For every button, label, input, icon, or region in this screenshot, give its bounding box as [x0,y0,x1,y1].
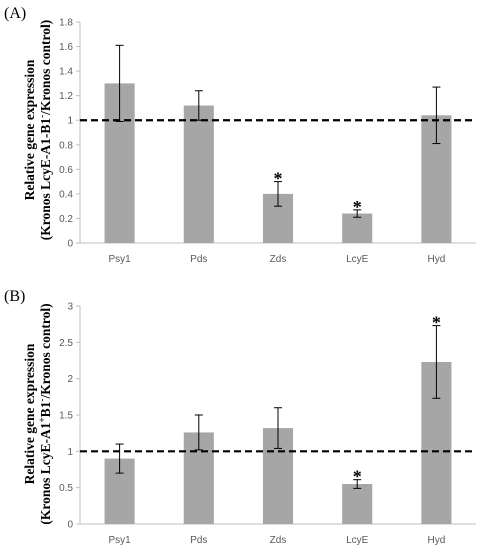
panel-a-ytick-label: 0.2 [59,214,73,225]
panel-a-ytick-label: 0.6 [59,165,73,176]
panel-a-category-label: LcyE [346,254,369,265]
panel-b-ylabel-line1: Relative gene expression [22,343,37,484]
panel-b-ytick-label: 2 [67,374,73,385]
panel-a-ytick-label: 0 [67,239,73,250]
panel-b-ytick-label: 3 [67,302,73,313]
panel-a-category-label: Psy1 [108,254,131,265]
panel-a-label: (A) [4,5,26,22]
panel-b: (B) Relative gene expression (Kronos Lcy… [4,288,476,546]
panel-b-ytick-label: 2.5 [59,338,73,349]
panel-a-ylabel-line2: (Kronos LcyE-A1-B1-/Kronos control) [37,20,53,241]
panel-b-significance-marker: * [432,313,441,333]
panel-a-plot: 0 0.2 0.4 0.6 0.8 1 1.2 1.4 1.6 1.8 Psy1 Pds Zds * Lcy… [59,18,476,265]
panel-b-category-label: Zds [270,535,287,546]
panel-a-ylabel: Relative gene expression (Kronos LcyE-A1… [22,20,53,241]
panel-a-category-label: Hyd [428,254,446,265]
panel-b-category-label: Pds [190,535,207,546]
panel-a-ytick-label: 0.4 [59,189,73,200]
panel-b-bar-lcye [342,484,373,524]
panel-a-ytick-label: 1.8 [59,18,73,29]
panel-a-bar-pds [183,105,214,243]
panel-b-ylabel: Relative gene expression (Kronos LcyE-A1… [22,303,53,524]
panel-b-ytick-label: 0 [67,520,73,531]
panel-a-ylabel-line1: Relative gene expression [22,59,37,200]
panel-a-bar-lcye [342,213,373,243]
panel-a-category-label: Zds [270,254,287,265]
panel-b-category-label: LcyE [346,535,369,546]
panel-a: (A) Relative gene expression (Kronos Lcy… [4,5,476,265]
panel-b-category-label: Hyd [428,535,446,546]
panel-a-ytick-label: 0.8 [59,140,73,151]
panel-a-ytick-label: 1.4 [59,67,73,78]
panel-a-significance-marker: * [274,169,283,189]
panel-b-plot: 0 0.5 1 1.5 2 2.5 3 Psy1 Pds Zds LcyE * Hyd * [59,302,476,546]
panel-b-ytick-label: 1 [67,447,73,458]
panel-a-significance-marker: * [353,197,362,217]
panel-a-ytick-label: 1 [67,116,73,127]
panel-b-significance-marker: * [353,467,362,487]
panel-b-category-label: Psy1 [108,535,131,546]
panel-b-ylabel-line2: (Kronos LcyE-A1+B1-/Kronos control) [37,303,53,524]
panel-a-ytick-label: 1.6 [59,42,73,53]
panel-a-ytick-label: 1.2 [59,91,73,102]
panel-b-label: (B) [4,288,25,305]
panel-b-ytick-label: 1.5 [59,411,73,422]
panel-b-ytick-label: 0.5 [59,483,73,494]
panel-a-category-label: Pds [190,254,207,265]
